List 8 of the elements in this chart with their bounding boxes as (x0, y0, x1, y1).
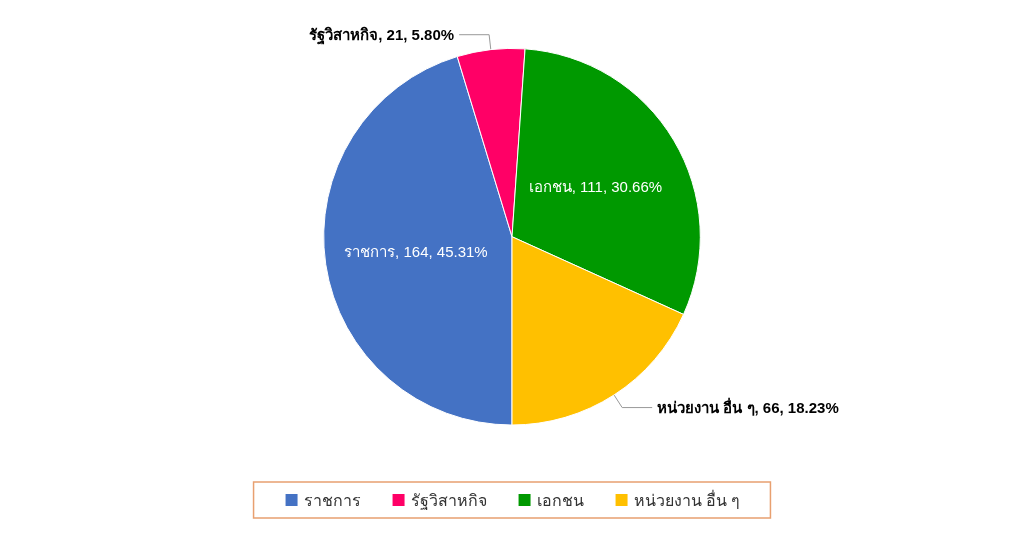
legend-label: รัฐวิสาหกิจ (410, 491, 487, 510)
data-label: ราชการ, 164, 45.31% (344, 242, 488, 260)
legend-label: เอกชน (536, 491, 584, 509)
data-label: รัฐวิสาหกิจ, 21, 5.80% (309, 26, 455, 46)
legend-label: ราชการ (303, 491, 361, 509)
legend-label: หน่วยงาน อื่น ๆ (633, 488, 741, 509)
data-label: หน่วยงาน อื่น ๆ, 66, 18.23% (657, 397, 839, 417)
data-label: เอกชน, 111, 30.66% (528, 178, 663, 196)
